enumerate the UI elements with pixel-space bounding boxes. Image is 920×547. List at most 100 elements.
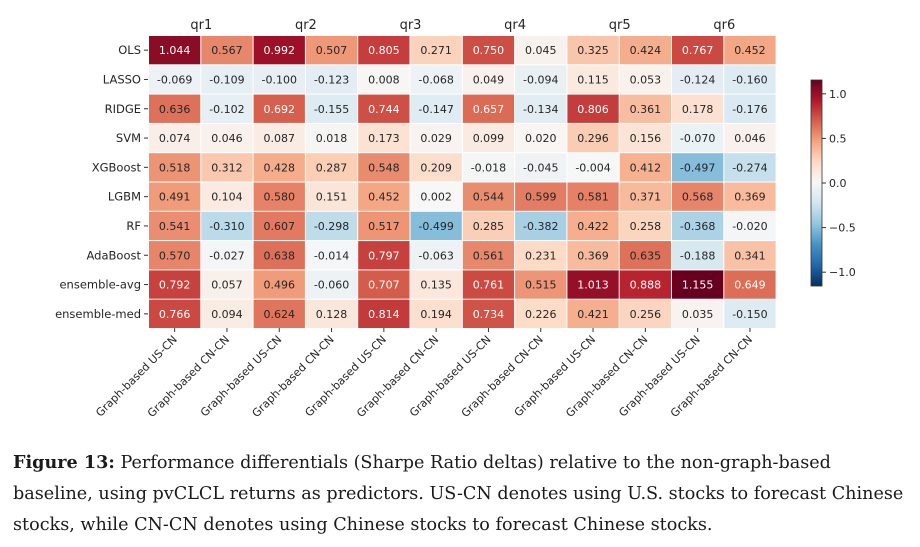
cell-value-label: 0.412 [630, 161, 662, 174]
cell-value-label: -0.100 [262, 73, 297, 86]
heatmap-cell [358, 153, 410, 182]
colorbar-tick-label: 1.0 [829, 88, 847, 101]
heatmap-cell [619, 65, 671, 94]
heatmap-cell [253, 241, 305, 270]
cell-value-label: 0.452 [734, 44, 766, 57]
cell-value-label: 0.581 [577, 191, 609, 204]
heatmap-cell [201, 65, 253, 94]
cell-value-label: -0.060 [314, 279, 349, 292]
cell-value-label: -0.497 [680, 161, 715, 174]
heatmap-cell [462, 299, 515, 328]
cell-value-label: -0.094 [523, 73, 558, 86]
heatmap-cell [253, 182, 305, 211]
heatmap-cell [724, 65, 776, 94]
heatmap-cell [305, 270, 358, 299]
heatmap-cell [149, 65, 201, 94]
heatmap-cell [253, 65, 305, 94]
cell-value-label: 0.035 [682, 308, 714, 321]
cell-value-label: 0.814 [368, 308, 400, 321]
cell-value-label: 0.515 [525, 279, 557, 292]
cell-value-label: 0.178 [682, 103, 714, 116]
cell-value-label: 0.692 [264, 103, 296, 116]
group-title-label: qr6 [713, 18, 735, 33]
cell-value-label: 0.518 [159, 161, 191, 174]
cell-value-label: 0.194 [420, 308, 452, 321]
heatmap-cells: 1.044 0.567 0.992 0.507 0.805 0.271 0.750 0.045… [149, 36, 776, 328]
colorbar-tick-label: −0.5 [829, 222, 856, 235]
cell-value-label: 0.231 [525, 249, 557, 262]
cell-value-label: 0.256 [630, 308, 662, 321]
cell-value-label: 0.491 [159, 191, 191, 204]
heatmap-figure: qr1 qr2 qr3 qr4 qr5 qr6 1.044 0.567 0.992 0.507 0… [55, 18, 856, 420]
cell-value-label: 0.792 [159, 279, 191, 292]
cell-value-label: 0.296 [577, 132, 609, 145]
group-title-label: qr3 [400, 18, 422, 33]
cell-value-label: 0.008 [368, 73, 400, 86]
cell-value-label: 0.635 [630, 249, 662, 262]
heatmap-cell [724, 153, 776, 182]
cell-value-label: 0.544 [473, 191, 505, 204]
row-label: LGBM [108, 190, 141, 204]
heatmap-cell [462, 36, 515, 65]
cell-value-label: 0.053 [630, 73, 662, 86]
cell-value-label: 0.649 [734, 279, 766, 292]
cell-value-label: 0.517 [368, 220, 400, 233]
caption-label: Figure 13: [13, 452, 115, 473]
group-title-label: qr4 [504, 18, 526, 33]
cell-value-label: 0.421 [577, 308, 609, 321]
heatmap-cell [410, 270, 462, 299]
colorbar-gradient [810, 79, 823, 287]
heatmap-cell [410, 94, 462, 123]
heatmap-cell [410, 241, 462, 270]
cell-value-label: 0.115 [577, 73, 609, 86]
cell-value-label: -0.274 [732, 161, 767, 174]
heatmap-cell [515, 241, 567, 270]
cell-value-label: 0.422 [577, 220, 609, 233]
heatmap-cell [619, 270, 671, 299]
heatmap-cell [619, 299, 671, 328]
cell-value-label: -0.004 [575, 161, 610, 174]
cell-value-label: 0.057 [211, 279, 243, 292]
cell-value-label: 0.657 [473, 103, 505, 116]
heatmap-cell [149, 182, 201, 211]
row-label: SVM [116, 131, 141, 145]
cell-value-label: 0.580 [264, 191, 296, 204]
heatmap-cell [149, 94, 201, 123]
cell-value-label: 1.013 [577, 279, 609, 292]
heatmap-cell [672, 123, 724, 153]
colorbar-tick-label: 0.5 [829, 132, 847, 145]
cell-value-label: 0.567 [211, 44, 243, 57]
heatmap-cell [515, 211, 567, 241]
cell-value-label: 0.568 [682, 191, 714, 204]
cell-value-label: 0.806 [577, 103, 609, 116]
heatmap-cell [201, 241, 253, 270]
cell-value-label: 0.156 [630, 132, 662, 145]
cell-value-label: 0.797 [368, 249, 400, 262]
heatmap-cell [149, 270, 201, 299]
heatmap-cell [672, 94, 724, 123]
cell-value-label: 0.312 [211, 161, 243, 174]
heatmap-cell [201, 153, 253, 182]
cell-value-label: -0.134 [523, 103, 558, 116]
row-label: ensemble-avg [59, 278, 141, 292]
heatmap-cell [515, 123, 567, 153]
cell-value-label: -0.014 [314, 249, 349, 262]
heatmap-cell [149, 123, 201, 153]
cell-value-label: -0.155 [314, 103, 349, 116]
heatmap-cell [672, 36, 724, 65]
heatmap-cell [410, 299, 462, 328]
cell-value-label: 0.734 [473, 308, 505, 321]
cell-value-label: 0.424 [630, 44, 662, 57]
heatmap-cell [201, 123, 253, 153]
heatmap-cell [253, 211, 305, 241]
heatmap-cell [619, 241, 671, 270]
heatmap-cell [462, 182, 515, 211]
cell-value-label: -0.069 [157, 73, 192, 86]
cell-value-label: -0.068 [418, 73, 453, 86]
cell-value-label: -0.102 [209, 103, 244, 116]
heatmap-cell [305, 36, 358, 65]
heatmap-cell [305, 182, 358, 211]
cell-value-label: 0.029 [420, 132, 452, 145]
cell-value-label: 0.805 [368, 44, 400, 57]
heatmap-cell [253, 299, 305, 328]
